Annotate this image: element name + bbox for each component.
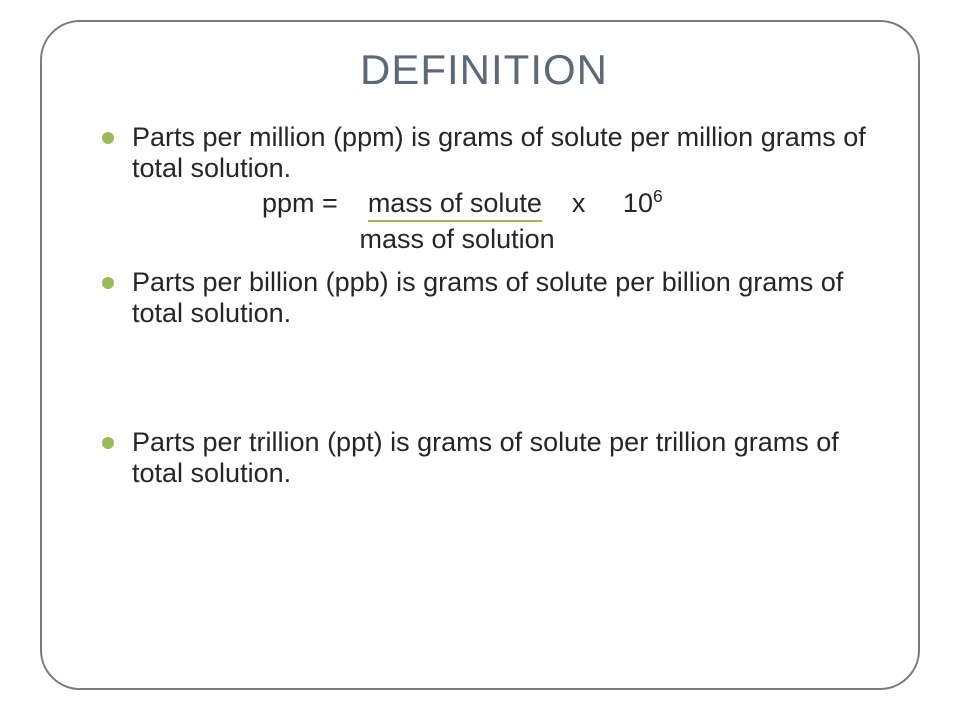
bullet-ppm-text: Parts per million (ppm) is grams of solu… — [132, 122, 866, 183]
formula-factor-exp: 6 — [653, 186, 663, 206]
bullet-ppm: Parts per million (ppm) is grams of solu… — [98, 122, 870, 255]
slide-title: DEFINITION — [98, 46, 870, 94]
formula-numerator: mass of solute — [368, 188, 542, 222]
formula-times: x — [572, 188, 586, 218]
formula-lhs: ppm = — [262, 188, 338, 218]
bullet-ppt: Parts per trillion (ppt) is grams of sol… — [98, 427, 870, 489]
ppm-formula-line2: mass of solution — [262, 224, 870, 255]
formula-denominator: mass of solution — [360, 224, 555, 254]
formula-factor-base: 10 — [623, 188, 653, 218]
spacer — [98, 341, 870, 415]
bullet-ppb-text: Parts per billion (ppb) is grams of solu… — [132, 267, 843, 328]
slide-content: Parts per million (ppm) is grams of solu… — [98, 122, 870, 489]
slide: DEFINITION Parts per million (ppm) is gr… — [0, 0, 960, 720]
slide-frame: DEFINITION Parts per million (ppm) is gr… — [40, 20, 920, 690]
ppm-formula-block: ppm = mass of solute x 106 mass of solut… — [132, 186, 870, 255]
bullet-list: Parts per million (ppm) is grams of solu… — [98, 122, 870, 489]
ppm-formula-line1: ppm = mass of solute x 106 — [262, 186, 870, 222]
bullet-ppb: Parts per billion (ppb) is grams of solu… — [98, 267, 870, 329]
bullet-ppt-text: Parts per trillion (ppt) is grams of sol… — [132, 427, 839, 488]
